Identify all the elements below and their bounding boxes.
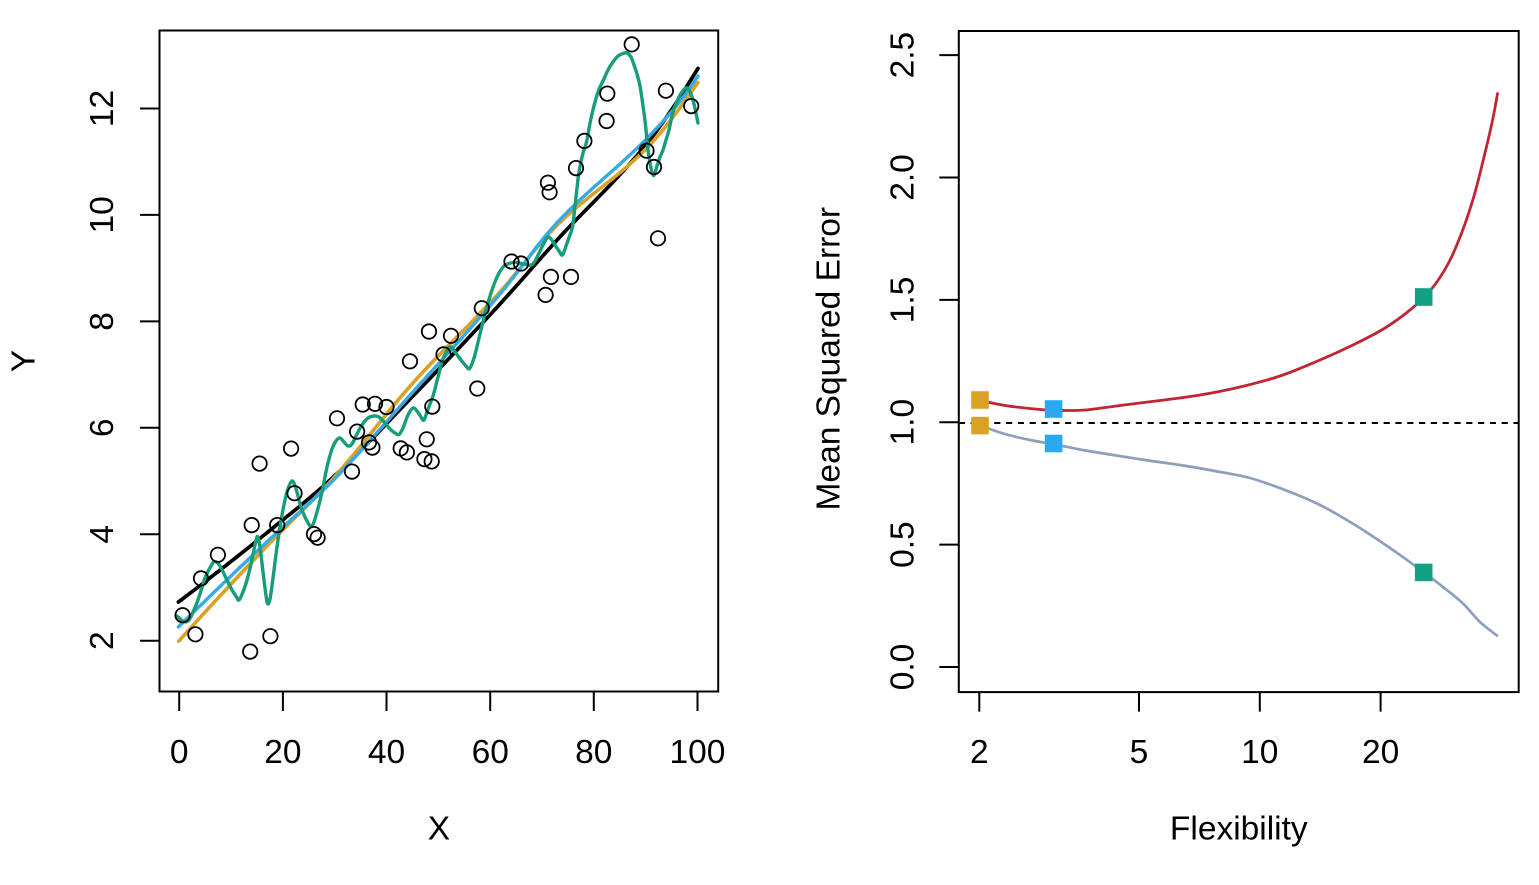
svg-text:1.5: 1.5: [885, 277, 922, 324]
svg-text:5: 5: [1130, 734, 1149, 771]
svg-text:2: 2: [84, 631, 121, 650]
svg-text:1.0: 1.0: [885, 399, 922, 446]
svg-text:X: X: [428, 811, 450, 848]
svg-text:100: 100: [670, 734, 726, 771]
svg-text:6: 6: [84, 418, 121, 437]
svg-text:0: 0: [170, 734, 189, 771]
svg-text:12: 12: [84, 90, 121, 127]
svg-text:20: 20: [1362, 734, 1399, 771]
svg-text:10: 10: [1241, 734, 1278, 771]
svg-text:2.0: 2.0: [885, 154, 922, 201]
svg-text:80: 80: [575, 734, 612, 771]
svg-text:60: 60: [472, 734, 509, 771]
svg-text:Flexibility: Flexibility: [1170, 811, 1308, 848]
svg-text:40: 40: [368, 734, 405, 771]
svg-text:8: 8: [84, 312, 121, 331]
svg-text:Mean Squared Error: Mean Squared Error: [810, 207, 847, 511]
svg-text:Y: Y: [6, 350, 43, 372]
svg-text:4: 4: [84, 525, 121, 544]
svg-text:0.0: 0.0: [885, 644, 922, 691]
svg-text:2.5: 2.5: [885, 32, 922, 79]
svg-text:10: 10: [84, 196, 121, 233]
svg-text:20: 20: [264, 734, 301, 771]
svg-text:2: 2: [970, 734, 989, 771]
svg-text:0.5: 0.5: [885, 521, 922, 568]
